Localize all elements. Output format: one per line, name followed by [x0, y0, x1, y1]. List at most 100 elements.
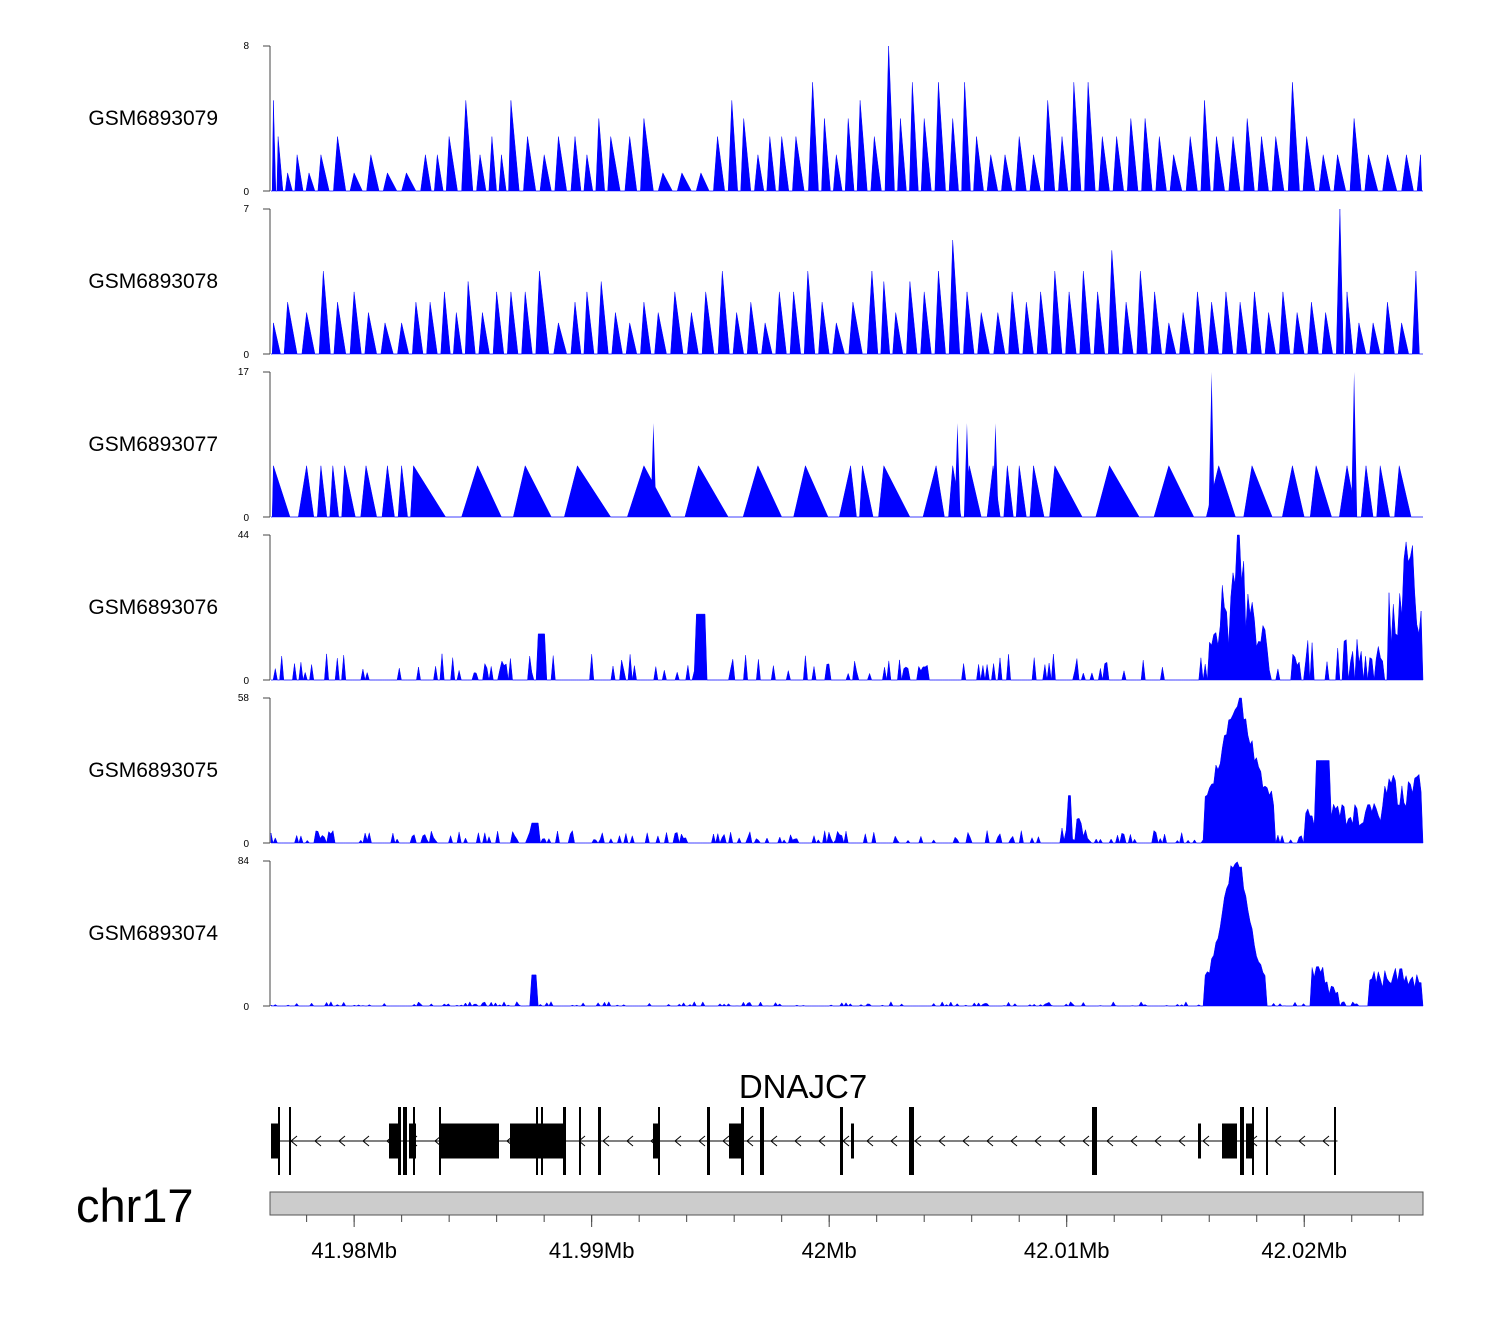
strand-arrow: [890, 1135, 898, 1147]
strand-arrow: [962, 1135, 970, 1147]
coverage-tracks: GSM689307980GSM689307870GSM6893077170GSM…: [88, 41, 1424, 1013]
y-max-label: 84: [238, 856, 250, 867]
exon: [741, 1107, 744, 1175]
strand-arrow: [818, 1135, 826, 1147]
coverage-area: [271, 464, 1423, 518]
exon: [653, 1123, 659, 1159]
x-tick-label: 42Mb: [802, 1238, 857, 1263]
coverage-area: [270, 861, 1424, 1007]
coverage-area: [271, 208, 1423, 355]
exon: [1246, 1123, 1254, 1159]
exon: [909, 1107, 914, 1175]
track-GSM6893076: GSM6893076 44 0: [88, 530, 1424, 687]
strand-arrow: [1058, 1135, 1066, 1147]
exon: [1198, 1123, 1201, 1159]
coverage-area: [271, 534, 1424, 681]
chromosome-axis: chr17 41.98Mb 41.99Mb 42Mb 42.01Mb 42.02Mb: [76, 1179, 1424, 1263]
exon: [289, 1107, 291, 1175]
exon: [389, 1123, 399, 1159]
exon: [1222, 1123, 1237, 1159]
exon: [1266, 1107, 1268, 1175]
exon: [598, 1107, 601, 1175]
exon: [658, 1107, 660, 1175]
exon: [579, 1107, 581, 1175]
gene-model: DNAJC7: [271, 1068, 1338, 1175]
track-GSM6893077: GSM6893077 17 0: [88, 367, 1423, 524]
track-name: GSM6893078: [88, 270, 218, 293]
exon: [1334, 1107, 1336, 1175]
exon: [760, 1107, 764, 1175]
track-name: GSM6893077: [88, 433, 218, 456]
exon: [563, 1107, 566, 1175]
strand-arrow: [674, 1135, 682, 1147]
track-name: GSM6893076: [88, 596, 218, 619]
strand-arrow: [1202, 1135, 1210, 1147]
coverage-spike: [954, 423, 961, 517]
x-tick-label: 41.99Mb: [549, 1238, 635, 1263]
coverage-spike: [650, 423, 657, 517]
y-min-label: 0: [243, 513, 249, 524]
strand-arrow: [1178, 1135, 1186, 1147]
track-name: GSM6893074: [88, 922, 218, 945]
coverage-spike: [963, 423, 970, 517]
strand-arrow: [1010, 1135, 1018, 1147]
y-min-label: 0: [243, 350, 249, 361]
exon: [536, 1107, 538, 1175]
y-max-label: 58: [238, 693, 250, 704]
strand-arrow: [698, 1135, 706, 1147]
strand-arrow: [722, 1135, 730, 1147]
exon: [840, 1107, 843, 1175]
strand-arrow: [938, 1135, 946, 1147]
x-tick-label: 41.98Mb: [311, 1238, 397, 1263]
strand-arrow: [1130, 1135, 1138, 1147]
x-tick-label: 42.01Mb: [1024, 1238, 1110, 1263]
chromosome-label: chr17: [76, 1179, 194, 1232]
strand-arrow: [362, 1135, 370, 1147]
strand-arrow: [1274, 1135, 1282, 1147]
exon: [409, 1123, 416, 1159]
exon: [271, 1123, 278, 1159]
strand-arrow: [1154, 1135, 1162, 1147]
coverage-area: [271, 45, 1423, 192]
strand-arrow: [1034, 1135, 1042, 1147]
strand-arrow: [866, 1135, 874, 1147]
y-min-label: 0: [243, 1002, 249, 1013]
exon: [1252, 1107, 1254, 1175]
track-GSM6893075: GSM6893075 58 0: [88, 693, 1424, 850]
exon: [1240, 1107, 1244, 1175]
y-max-label: 7: [243, 204, 249, 215]
exon: [413, 1107, 415, 1175]
coverage-area: [270, 697, 1424, 844]
exon: [278, 1107, 280, 1175]
strand-arrow: [1082, 1135, 1090, 1147]
strand-arrow: [1298, 1135, 1306, 1147]
exon: [851, 1123, 854, 1159]
exon: [403, 1107, 407, 1175]
exon: [439, 1107, 441, 1175]
coverage-spike: [1208, 372, 1215, 517]
x-tick-label: 42.02Mb: [1261, 1238, 1347, 1263]
strand-arrow: [338, 1135, 346, 1147]
exon: [729, 1123, 743, 1159]
track-name: GSM6893075: [88, 759, 218, 782]
exon: [541, 1107, 543, 1175]
y-min-label: 0: [243, 187, 249, 198]
strand-arrow: [1322, 1135, 1330, 1147]
y-max-label: 44: [238, 530, 250, 541]
track-GSM6893078: GSM6893078 7 0: [88, 204, 1423, 361]
strand-arrow: [746, 1135, 754, 1147]
track-GSM6893079: GSM6893079 8 0: [88, 41, 1423, 198]
coverage-spike: [1351, 372, 1358, 517]
coverage-spike: [992, 423, 999, 517]
gene-label: DNAJC7: [739, 1068, 867, 1105]
strand-arrow: [602, 1135, 610, 1147]
y-max-label: 17: [238, 367, 250, 378]
strand-arrow: [626, 1135, 634, 1147]
exon: [439, 1123, 499, 1159]
strand-arrow: [986, 1135, 994, 1147]
strand-arrow: [794, 1135, 802, 1147]
strand-arrow: [914, 1135, 922, 1147]
exon: [1092, 1107, 1097, 1175]
strand-arrow: [1106, 1135, 1114, 1147]
